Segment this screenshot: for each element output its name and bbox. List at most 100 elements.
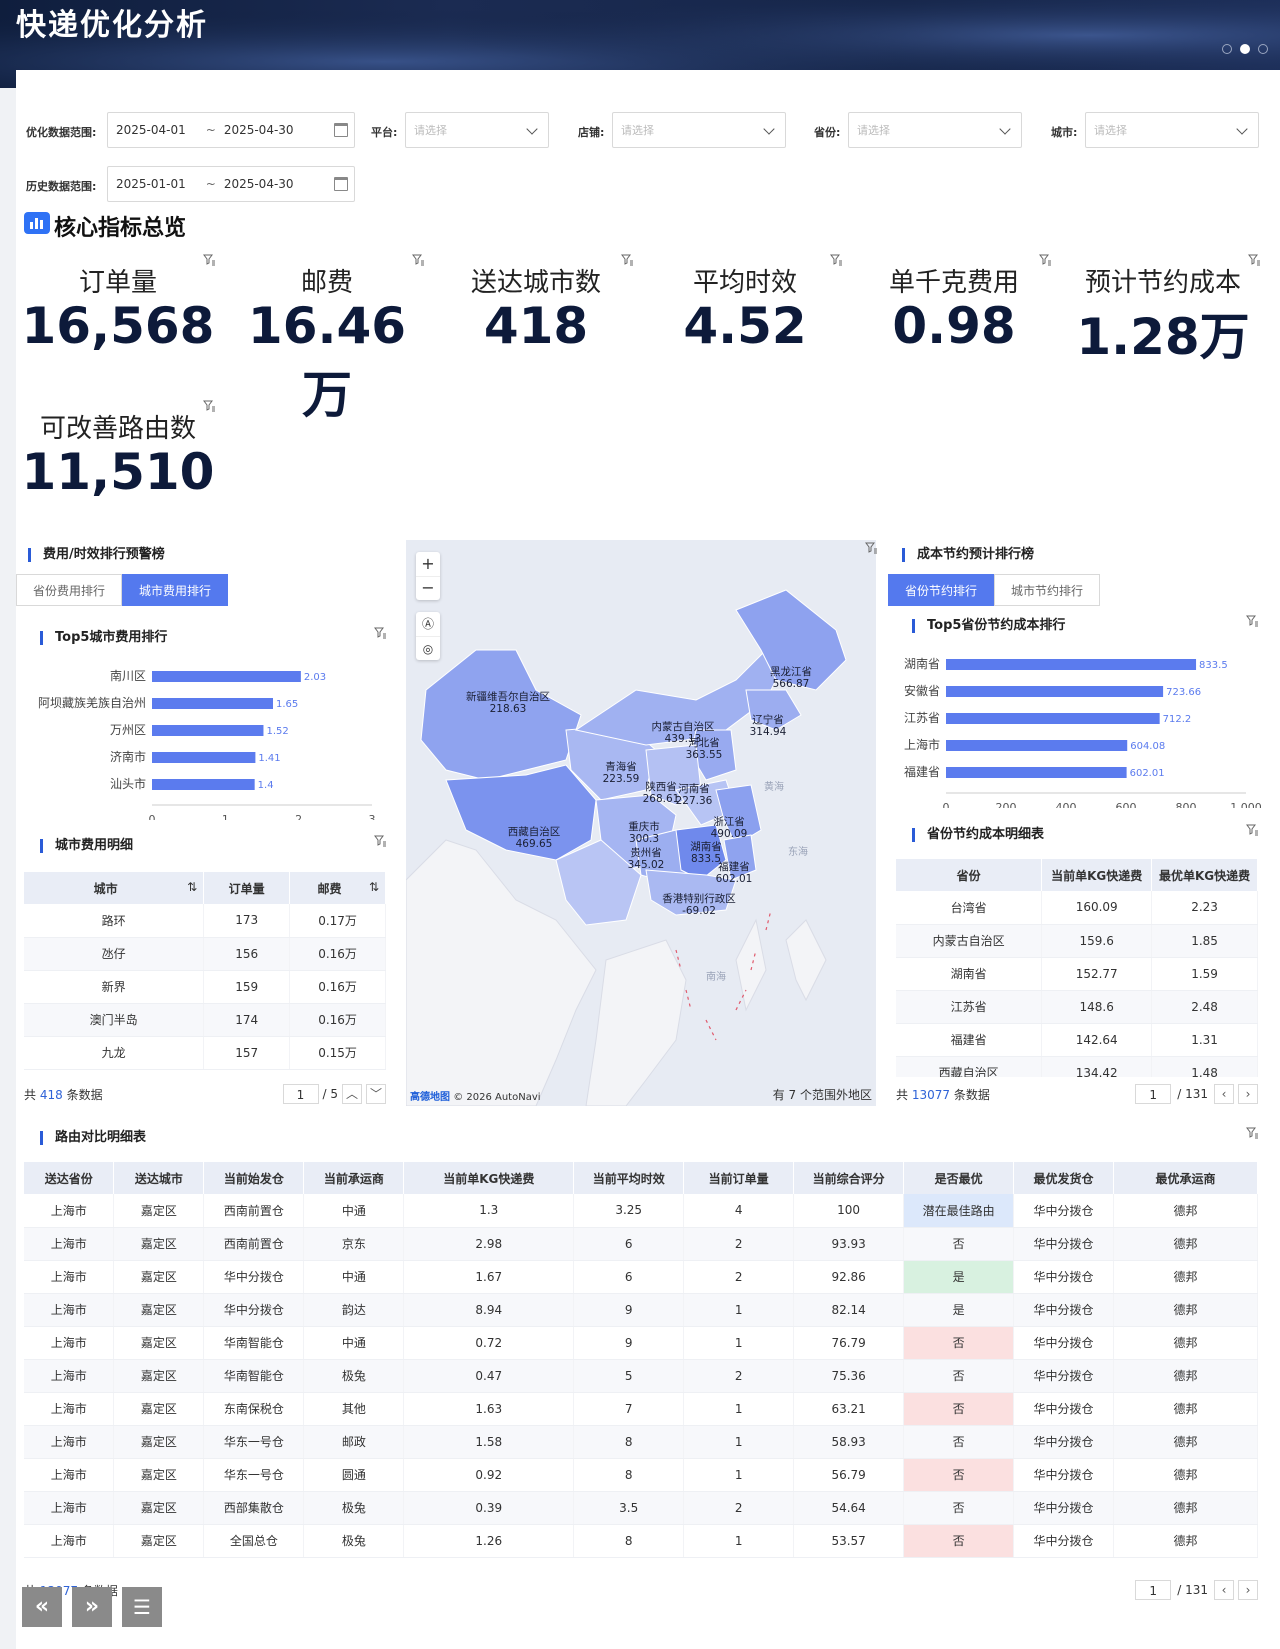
opt-start-date[interactable]: 2025-04-01 <box>116 123 186 137</box>
tab-city-saving[interactable]: 城市节约排行 <box>994 574 1101 606</box>
next-page-button[interactable]: › <box>1238 1084 1258 1104</box>
zoom-out-button[interactable]: − <box>416 576 440 600</box>
city-select[interactable]: 请选择 <box>1085 112 1259 148</box>
hist-start-date[interactable]: 2025-01-01 <box>116 177 186 191</box>
filter-icon[interactable] <box>1248 254 1260 266</box>
calendar-icon[interactable] <box>334 123 348 137</box>
col-postage[interactable]: 邮费 ⇅ <box>289 872 386 904</box>
table-row[interactable]: 上海市 嘉定区 华南智能仓 中通 0.72 9 1 76.79 否华中分拨仓 德邦 <box>24 1326 1258 1360</box>
bar[interactable] <box>152 752 256 763</box>
table-row[interactable]: 内蒙古自治区 159.6 1.85 <box>896 924 1258 958</box>
table-row[interactable]: 氹仔 156 0.16万 <box>24 937 386 971</box>
filter-icon[interactable] <box>830 254 842 266</box>
tab-province-cost[interactable]: 省份费用排行 <box>16 574 123 606</box>
tab-city-cost[interactable]: 城市费用排行 <box>122 574 229 606</box>
map-region-name[interactable]: 陕西省 <box>645 780 677 793</box>
filter-icon[interactable] <box>412 254 424 266</box>
province-select[interactable]: 请选择 <box>848 112 1022 148</box>
map-region-name[interactable]: 新疆维吾尔自治区 <box>466 690 550 703</box>
next-page-button[interactable]: ﹀ <box>366 1084 386 1104</box>
bar[interactable] <box>946 767 1127 778</box>
route-col-header[interactable]: 最优承运商 <box>1113 1162 1258 1194</box>
map-region-name[interactable]: 湖南省 <box>690 840 722 853</box>
table-row[interactable]: 上海市 嘉定区 华南智能仓 极兔 0.47 5 2 75.36 否华中分拨仓 德邦 <box>24 1359 1258 1393</box>
zoom-in-button[interactable]: + <box>421 554 435 573</box>
route-col-header[interactable]: 最优发货仓 <box>1013 1162 1114 1194</box>
route-col-header[interactable]: 送达省份 <box>24 1162 115 1194</box>
route-col-header[interactable]: 当前订单量 <box>683 1162 795 1194</box>
table-row[interactable]: 九龙 157 0.15万 <box>24 1036 386 1070</box>
filter-icon[interactable] <box>865 542 877 554</box>
page-input[interactable]: 1 <box>1135 1580 1172 1600</box>
col-orders[interactable]: 订单量 <box>203 872 291 904</box>
map-region-name[interactable]: 西藏自治区 <box>508 825 561 838</box>
tab-province-saving[interactable]: 省份节约排行 <box>888 574 995 606</box>
table-row[interactable]: 路环 173 0.17万 <box>24 904 386 938</box>
table-row[interactable]: 上海市 嘉定区 全国总仓 极兔 1.26 8 1 53.57 否华中分拨仓 德邦 <box>24 1524 1258 1558</box>
filter-icon[interactable] <box>374 835 386 847</box>
hist-date-range[interactable]: 2025-01-01 ~ 2025-04-30 <box>107 166 355 202</box>
route-col-header[interactable]: 当前综合评分 <box>793 1162 905 1194</box>
route-col-header[interactable]: 当前始发仓 <box>203 1162 305 1194</box>
col-best-kg-fee[interactable]: 最优单KG快递费 <box>1151 859 1258 891</box>
table-row[interactable]: 澳门半岛 174 0.16万 <box>24 1003 386 1037</box>
col-province[interactable]: 省份 <box>896 859 1043 891</box>
table-row[interactable]: 台湾省 160.09 2.23 <box>896 891 1258 925</box>
layers-icon[interactable]: ◎ <box>416 636 440 660</box>
bar[interactable] <box>152 698 273 709</box>
next-page-nav-button[interactable]: » <box>72 1587 112 1627</box>
table-row[interactable]: 上海市 嘉定区 西南前置仓 中通 1.3 3.25 4 100 潜在最佳路由 华中分拨仓 德邦 <box>24 1194 1258 1228</box>
platform-select[interactable]: 请选择 <box>405 112 549 148</box>
filter-icon[interactable] <box>1039 254 1051 266</box>
opt-date-range[interactable]: 2025-04-01 ~ 2025-04-30 <box>107 112 355 148</box>
route-col-header[interactable]: 当前单KG快递费 <box>403 1162 575 1194</box>
table-row[interactable]: 上海市 嘉定区 西部集散仓 极兔 0.39 3.5 2 54.64 否华中分拨仓 德邦 <box>24 1491 1258 1525</box>
hist-end-date[interactable]: 2025-04-30 <box>223 177 294 191</box>
bar[interactable] <box>946 740 1128 751</box>
table-row[interactable]: 上海市 嘉定区 华中分拨仓 韵达 8.94 9 1 82.14 是华中分拨仓 德邦 <box>24 1293 1258 1327</box>
map-region-name[interactable]: 黑龙江省 <box>770 665 812 678</box>
calendar-icon[interactable] <box>334 177 348 191</box>
page-dot[interactable] <box>1258 44 1268 54</box>
map-region-name[interactable]: 内蒙古自治区 <box>652 720 715 733</box>
table-row[interactable]: 上海市 嘉定区 华东一号仓 圆通 0.92 8 1 56.79 否华中分拨仓 德邦 <box>24 1458 1258 1492</box>
next-page-button[interactable]: › <box>1238 1580 1258 1600</box>
page-input[interactable]: 1 <box>282 1084 319 1104</box>
table-row[interactable]: 新界 159 0.16万 <box>24 970 386 1004</box>
prev-page-button[interactable]: ‹ <box>1214 1580 1234 1600</box>
page-dot-active[interactable] <box>1240 44 1250 54</box>
table-row[interactable]: 上海市 嘉定区 华东一号仓 邮政 1.58 8 1 58.93 否华中分拨仓 德邦 <box>24 1425 1258 1459</box>
route-col-header[interactable]: 送达城市 <box>113 1162 205 1194</box>
route-col-header[interactable]: 当前承运商 <box>303 1162 405 1194</box>
bar[interactable] <box>152 779 255 790</box>
filter-icon[interactable] <box>374 627 386 639</box>
menu-nav-button[interactable]: ☰ <box>122 1587 162 1627</box>
bar[interactable] <box>152 725 264 736</box>
map-region-name[interactable]: 辽宁省 <box>752 713 784 726</box>
map-region-name[interactable]: 青海省 <box>605 760 637 773</box>
table-row[interactable]: 福建省 142.64 1.31 <box>896 1023 1258 1057</box>
map-region-name[interactable]: 福建省 <box>718 860 750 873</box>
china-map[interactable]: 黄海 东海 南海 黑龙江省 566.87 新疆维吾尔自治区 218.63 辽宁省 314.… <box>406 540 876 1106</box>
prev-page-button[interactable]: ︿ <box>342 1084 362 1104</box>
map-region-name[interactable]: 河北省 <box>688 736 720 749</box>
table-row[interactable]: 湖南省 152.77 1.59 <box>896 957 1258 991</box>
table-row[interactable]: 上海市 嘉定区 东南保税仓 其他 1.63 7 1 63.21 否华中分拨仓 德邦 <box>24 1392 1258 1426</box>
bar[interactable] <box>946 713 1160 724</box>
map-region-name[interactable]: 香港特别行政区 <box>662 892 736 905</box>
map-region-name[interactable]: 重庆市 <box>628 820 660 833</box>
table-row[interactable]: 西藏自治区 134.42 1.48 <box>896 1056 1258 1077</box>
map-region-name[interactable]: 贵州省 <box>630 846 662 859</box>
sort-icon[interactable]: ⇅ <box>187 879 198 894</box>
col-current-kg-fee[interactable]: 当前单KG快递费 <box>1041 859 1153 891</box>
map-region-name[interactable]: 河南省 <box>678 782 710 795</box>
route-col-header[interactable]: 当前平均时效 <box>573 1162 685 1194</box>
compass-icon[interactable]: Ⓐ <box>421 617 434 631</box>
filter-icon[interactable] <box>203 400 215 412</box>
page-input[interactable]: 1 <box>1135 1084 1172 1104</box>
route-col-header[interactable]: 是否最优 <box>903 1162 1015 1194</box>
filter-icon[interactable] <box>621 254 633 266</box>
table-row[interactable]: 上海市 嘉定区 华中分拨仓 中通 1.67 6 2 92.86 是华中分拨仓 德邦 <box>24 1260 1258 1294</box>
table-row[interactable]: 江苏省 148.6 2.48 <box>896 990 1258 1024</box>
